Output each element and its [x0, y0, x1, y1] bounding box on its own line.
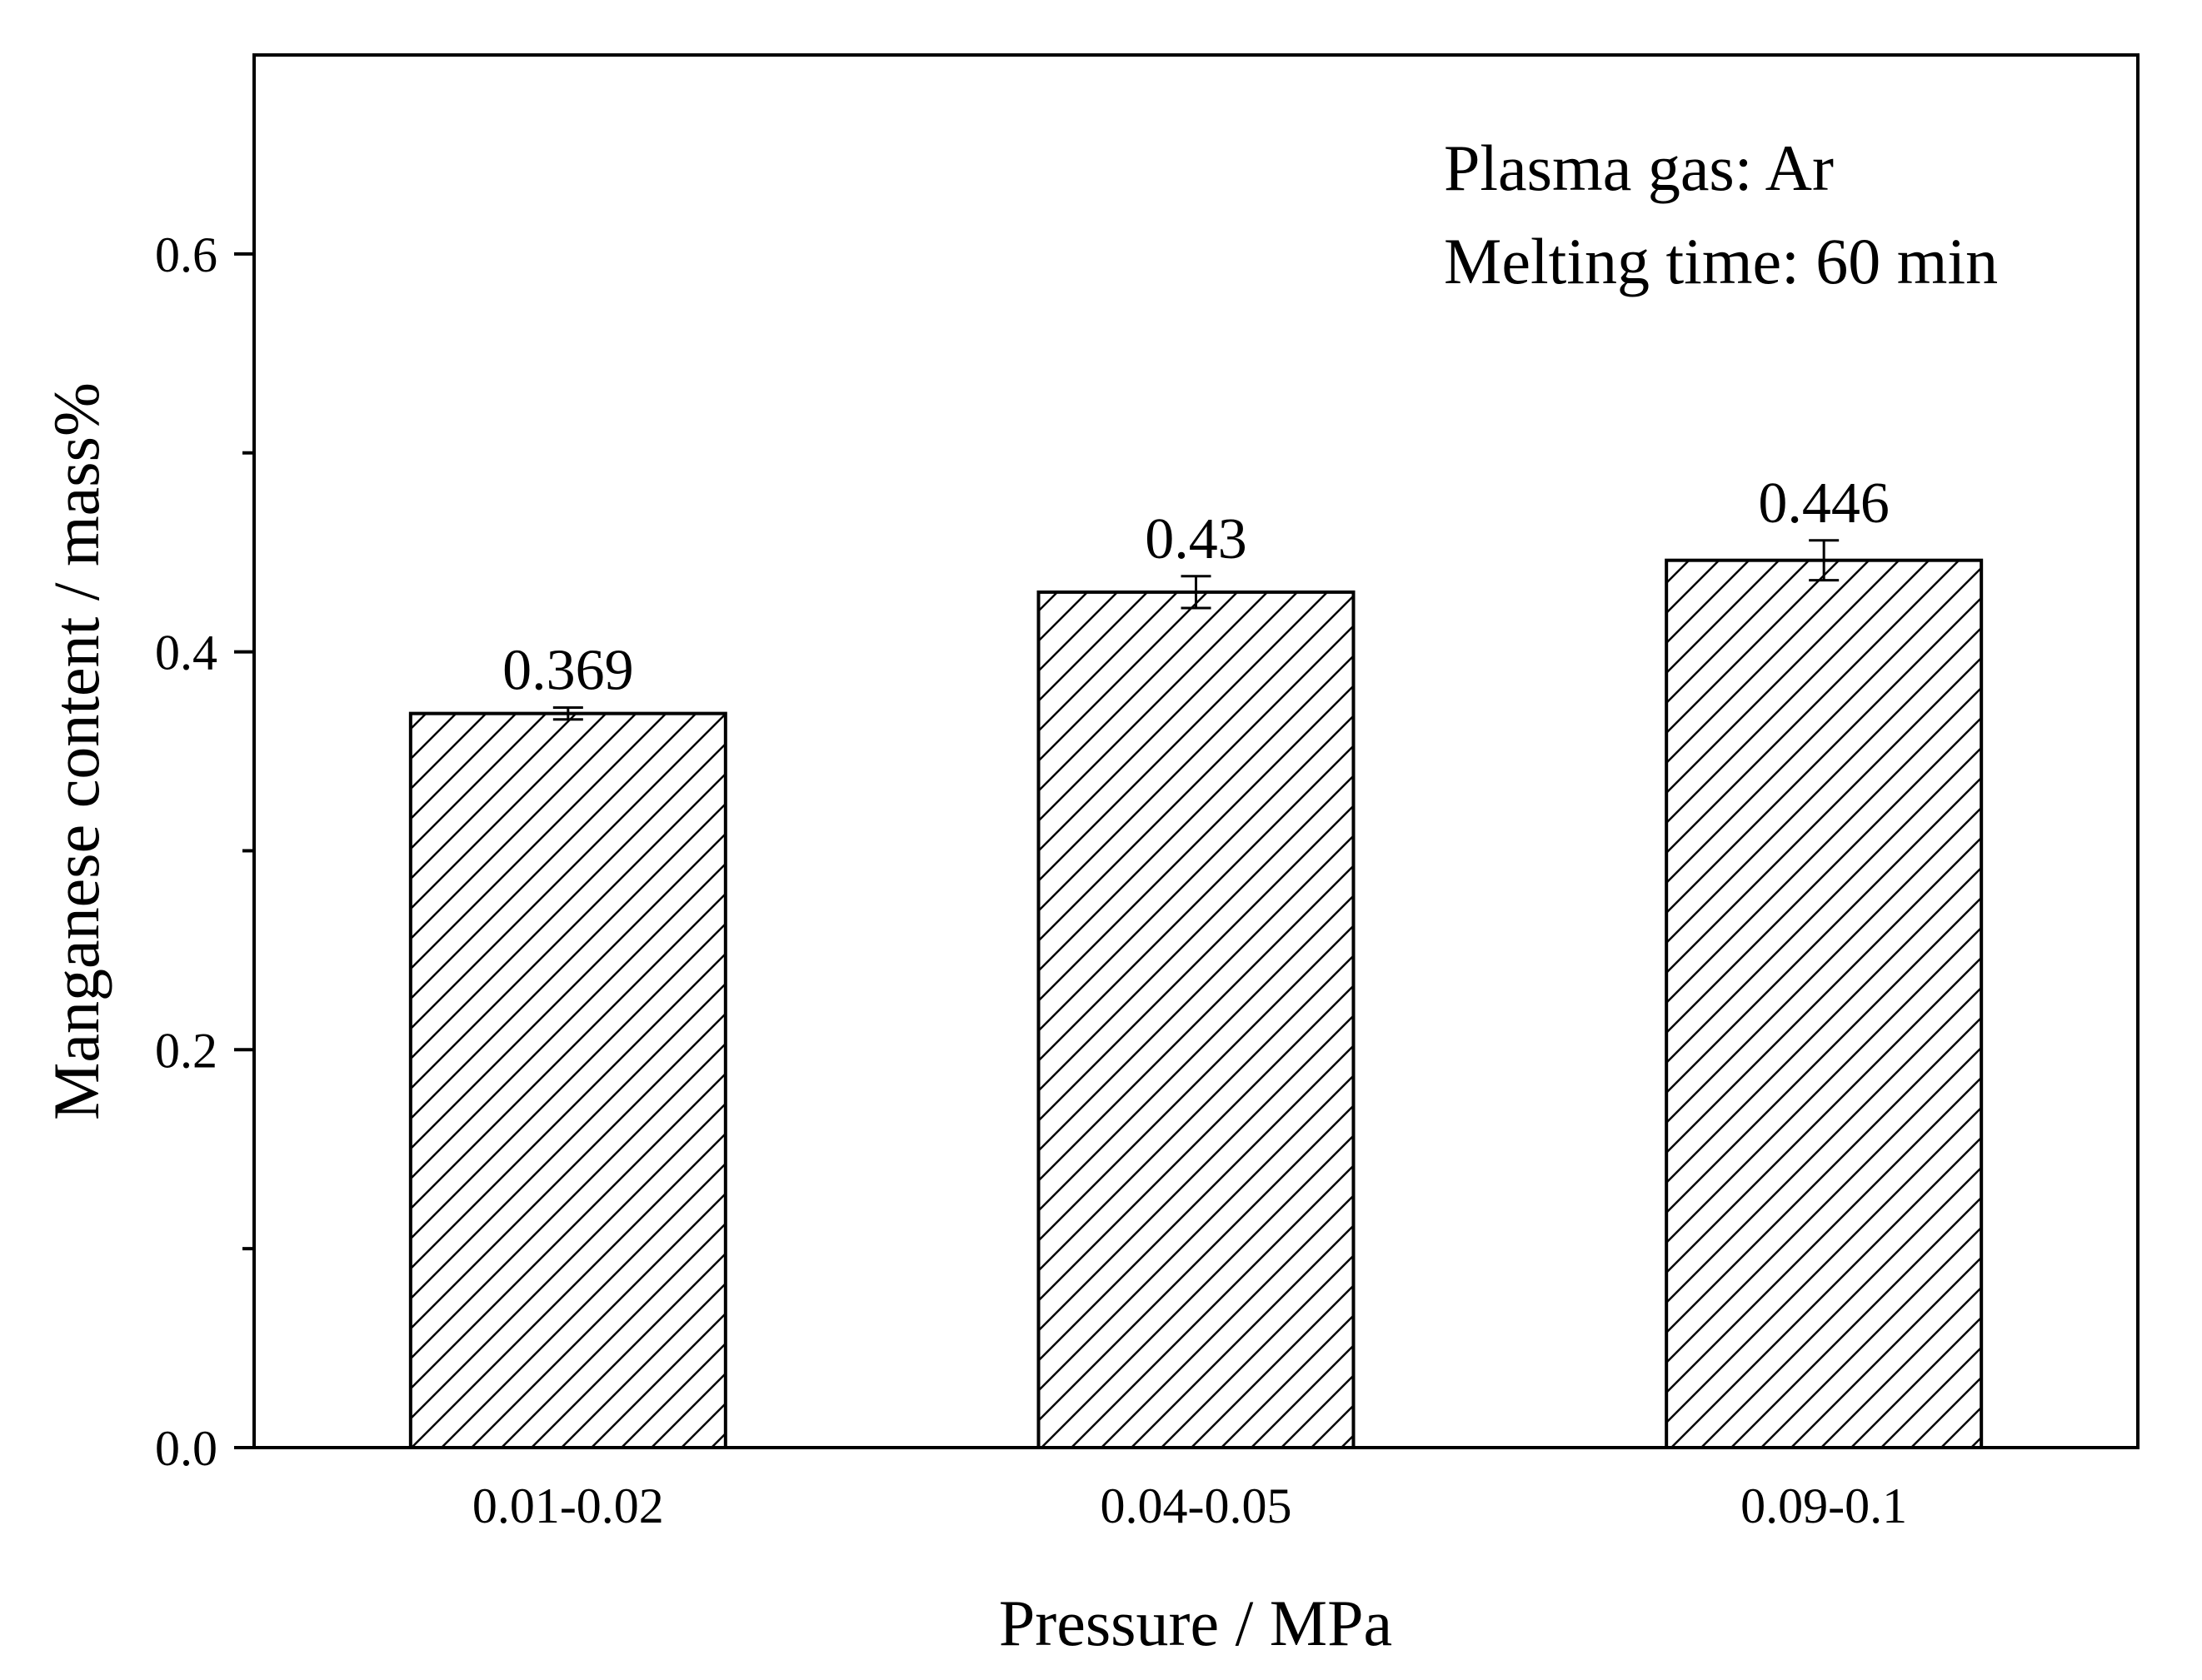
bar-0.04-0.05 — [1036, 590, 1356, 1449]
data-label-0.09-0.1: 0.446 — [1758, 471, 1890, 536]
y-axis-title: Manganese content / mass% — [40, 382, 112, 1120]
error-bars — [552, 539, 1840, 721]
error-bar-0.01-0.02 — [552, 705, 583, 721]
data-labels: 0.369 0.43 0.446 — [502, 471, 1890, 703]
x-axis-tick-labels: 0.01-0.02 0.04-0.05 0.09-0.1 — [472, 1478, 1907, 1533]
y-tick-label: 0.6 — [155, 227, 217, 282]
data-label-0.04-0.05: 0.43 — [1145, 507, 1247, 571]
error-bar-0.09-0.1 — [1809, 539, 1840, 582]
annotation-plasma-gas: Plasma gas: Ar — [1444, 132, 1834, 204]
y-tick-label: 0.2 — [155, 1023, 217, 1078]
y-tick-label: 0.0 — [155, 1421, 217, 1476]
data-label-0.01-0.02: 0.369 — [502, 638, 634, 702]
bar-0.09-0.1 — [1665, 558, 1984, 1449]
annotation-melting-time: Melting time: 60 min — [1444, 225, 1998, 297]
y-axis-ticks: 0.0 0.2 0.4 0.6 — [155, 227, 254, 1476]
error-bar-0.04-0.05 — [1181, 575, 1211, 610]
plot-frame — [252, 53, 2140, 1449]
x-axis-title: Pressure / MPa — [999, 1587, 1392, 1659]
bar-0.01-0.02 — [408, 711, 727, 1449]
x-tick-label-0.04-0.05: 0.04-0.05 — [1101, 1478, 1292, 1533]
bars — [408, 558, 1984, 1449]
x-tick-label-0.09-0.1: 0.09-0.1 — [1740, 1478, 1907, 1533]
y-tick-label: 0.4 — [155, 626, 217, 680]
x-tick-label-0.01-0.02: 0.01-0.02 — [472, 1478, 664, 1533]
